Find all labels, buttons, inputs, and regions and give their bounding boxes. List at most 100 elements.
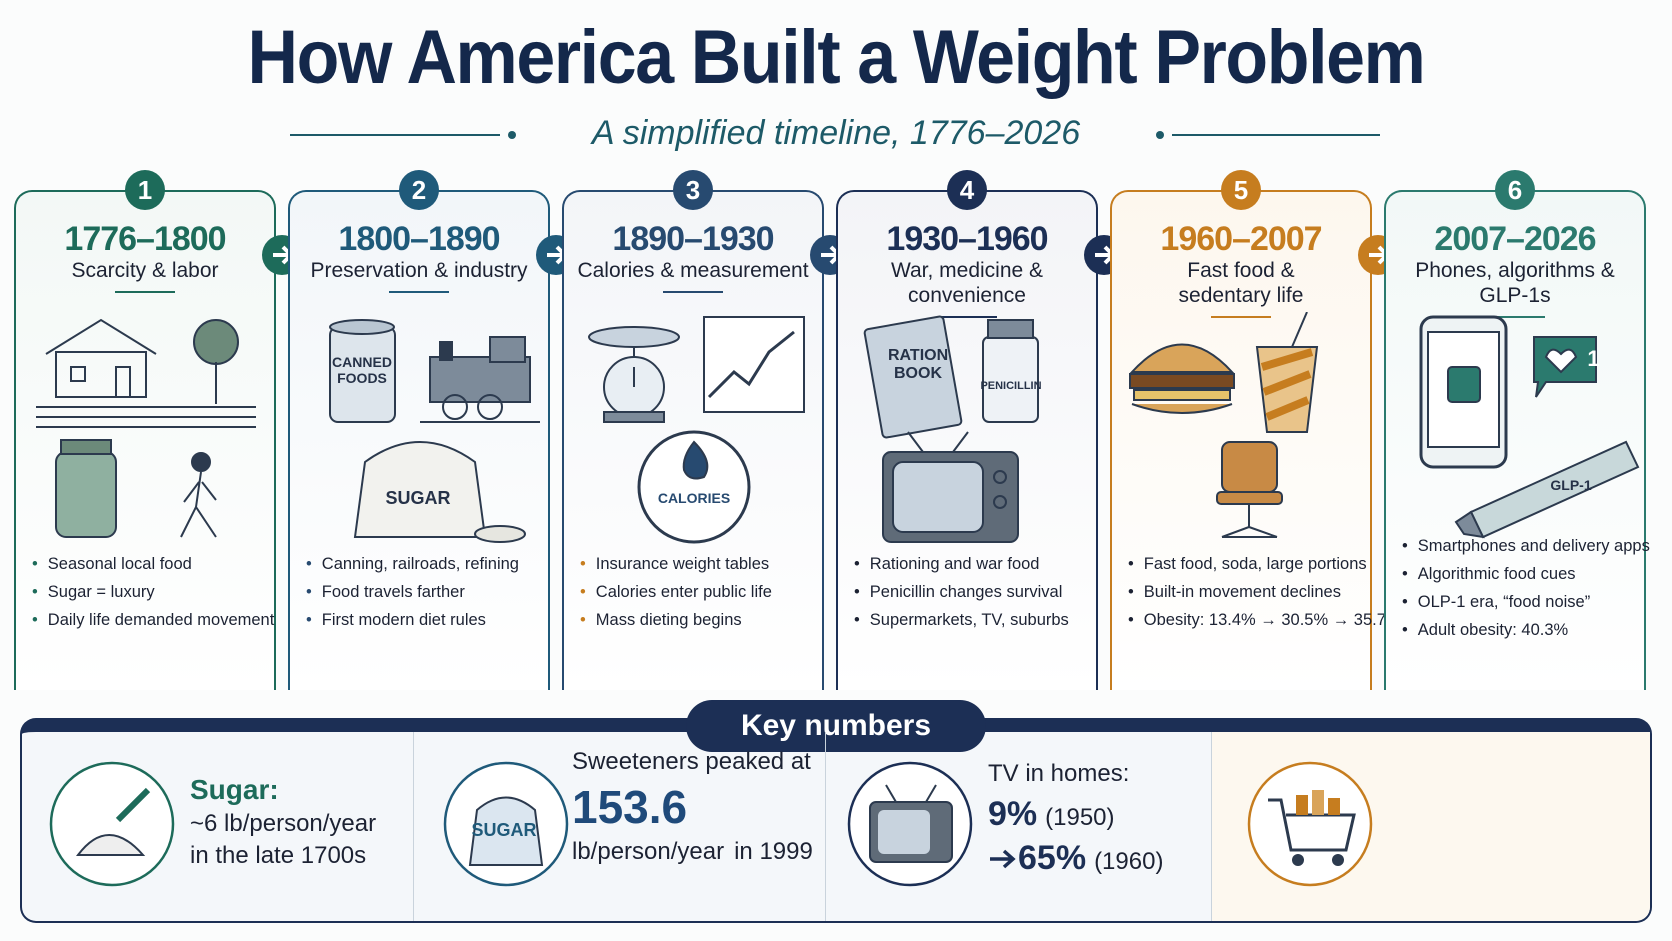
sugar-label: Sugar:	[190, 774, 279, 805]
era-illustration	[1386, 312, 1644, 557]
era-heading-line: Phones, algorithms &	[1415, 259, 1615, 282]
sugar-line: ~6 lb/person/year	[190, 810, 377, 837]
era-years: 2007–2026	[1434, 220, 1596, 258]
era-number: 5	[1221, 170, 1261, 210]
tv-lead: TV in homes:	[988, 760, 1130, 787]
era-bullets: Canning, railroads, refiningFood travels…	[306, 550, 544, 634]
sugar-line: in the late 1700s	[190, 842, 367, 869]
era-years: 1930–1960	[886, 220, 1048, 258]
tv-arrow	[988, 848, 1018, 875]
card-sugar: Sugar: ~6 lb/person/year in the late 1700s	[22, 732, 414, 921]
era-number: 3	[673, 170, 713, 210]
bullet: Daily life demanded movement	[32, 606, 275, 634]
bullet: Rationing and war food	[854, 550, 1092, 578]
era-heading: Preservation & industry	[290, 258, 548, 283]
era-heading-line: Preservation & industry	[310, 259, 528, 282]
bullet: Calories enter public life	[580, 578, 818, 606]
tv-year: (1960)	[1094, 848, 1164, 875]
era-panel: 6 2007–2026 Phones, algorithms & GLP-1s 1 GLP…	[1384, 170, 1650, 690]
tv-figure: 9%	[988, 795, 1038, 833]
era-years: 1800–1890	[338, 220, 500, 258]
sweet-unit: lb/person/year	[572, 838, 725, 865]
bullet: Mass dieting begins	[580, 606, 818, 634]
era-illustration	[838, 312, 1096, 557]
key-numbers-title: Key numbers	[686, 700, 986, 752]
bullet: Insurance weight tables	[580, 550, 818, 578]
subtitle-rules	[290, 131, 1380, 139]
era-rule	[937, 316, 997, 318]
era-number: 1	[125, 170, 165, 210]
card-tv: TV in homes: 9% (1950) 65% (1960)	[826, 732, 1212, 921]
era-heading-line: GLP-1s	[1479, 284, 1551, 307]
bullet: Smartphones and delivery apps	[1402, 532, 1650, 560]
card-icon	[442, 760, 570, 893]
image-label: CANNED FOODS	[332, 354, 392, 386]
era-heading: Scarcity & labor	[16, 258, 274, 283]
tv-row: 65% (1960)	[988, 838, 1163, 882]
illustration	[329, 319, 540, 543]
bullet: Food travels farther	[306, 578, 544, 606]
era-illustration	[16, 312, 274, 557]
era-heading-line: convenience	[908, 284, 1026, 307]
bullet: OLP-1 era, “food noise”	[1402, 588, 1640, 616]
era-panel: 3 1890–1930 Calories & measurement CALORIES…	[562, 170, 824, 690]
era-panel: 2 1800–1890 Preservation & industry CANNED …	[288, 170, 550, 690]
icon	[847, 761, 973, 887]
image-label: GLP-1	[1550, 477, 1592, 493]
era-illustration	[290, 312, 548, 557]
era-rule	[389, 291, 449, 293]
card-sweeteners: SUGAR Sweeteners peaked at 153.6 lb/person/…	[414, 732, 826, 921]
era-number: 6	[1495, 170, 1535, 210]
era-number: 2	[399, 170, 439, 210]
card-ultra	[1212, 732, 1650, 921]
illustration	[863, 315, 1039, 543]
image-label: CALORIES	[657, 490, 731, 506]
card-text: Sweeteners peaked at 153.6 lb/person/year i…	[572, 746, 813, 868]
card-text: Sugar: ~6 lb/person/year in the late 1700s	[190, 772, 376, 872]
title: How America Built a Weight Problem	[247, 15, 1426, 100]
sweet-unit-line: lb/person/year in 1999	[572, 836, 813, 868]
era-bullets: Smartphones and delivery appsAlgorithmic…	[1402, 532, 1650, 644]
era-heading: War, medicine & convenience	[838, 258, 1096, 308]
illustration	[36, 318, 256, 538]
era-rule	[663, 291, 723, 293]
bullet: Fast food, soda, large portions	[1128, 550, 1367, 578]
bullet: Penicillin changes survival	[854, 578, 1092, 606]
bullet: Supermarkets, TV, suburbs	[854, 606, 1092, 634]
card-icon	[846, 760, 974, 893]
icon	[49, 761, 175, 887]
era-illustration	[564, 312, 822, 557]
tv-year: (1950)	[1045, 804, 1115, 831]
era-bullets: Insurance weight tablesCalories enter pu…	[580, 550, 818, 634]
era-heading-line: War, medicine &	[890, 259, 1044, 282]
era-heading-line: sedentary life	[1178, 284, 1304, 307]
era-heading-line: Calories & measurement	[577, 259, 809, 282]
bullet: Seasonal local food	[32, 550, 270, 578]
image-label: 1	[1587, 346, 1600, 371]
bullet: Adult obesity: 40.3%	[1402, 616, 1640, 644]
bullet: First modern diet rules	[306, 606, 544, 634]
bullet: Built-in movement declines	[1128, 578, 1366, 606]
bullet: Obesity: 13.4% → 30.5% → 35.7%	[1128, 606, 1401, 634]
era-panel: 4 1930–1960 War, medicine & convenience RATI…	[836, 170, 1098, 690]
era-rule	[115, 291, 175, 293]
image-label: PENICILLIN	[980, 380, 1042, 392]
sweet-lead: Sweeteners peaked at	[572, 748, 811, 775]
era-heading: Calories & measurement	[564, 258, 822, 283]
icon	[443, 761, 569, 887]
era-number: 4	[947, 170, 987, 210]
illustration	[1419, 315, 1640, 539]
era-rule	[1211, 316, 1271, 318]
tv-figure: 65%	[1018, 839, 1087, 877]
era-bullets: Fast food, soda, large portionsBuilt-in …	[1128, 550, 1401, 634]
sweet-year: in 1999	[734, 838, 813, 865]
card-text: TV in homes: 9% (1950) 65% (1960)	[988, 754, 1163, 882]
era-rule	[1485, 316, 1545, 318]
era-heading: Phones, algorithms & GLP-1s	[1386, 258, 1644, 308]
subtitle: A simplified timeline, 1776–2026	[591, 114, 1081, 152]
bullet: Canning, railroads, refining	[306, 550, 544, 578]
era-years: 1776–1800	[64, 220, 226, 258]
